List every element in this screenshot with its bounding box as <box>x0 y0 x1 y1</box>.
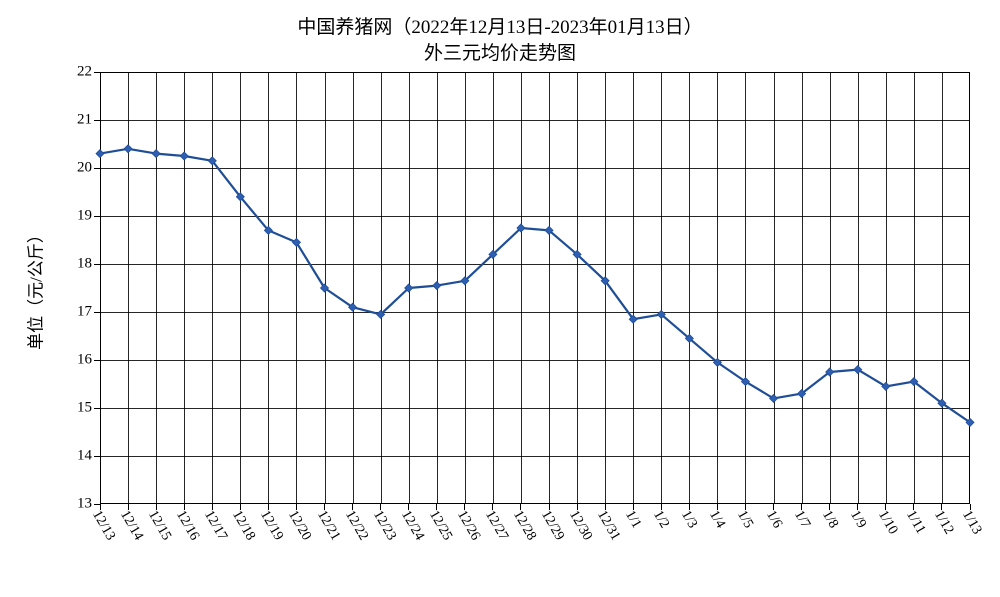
y-tick-label: 21 <box>77 112 100 129</box>
y-tick-label: 18 <box>77 256 100 273</box>
x-tick-label: 1/9 <box>846 508 869 531</box>
x-tick-label: 1/2 <box>649 508 672 531</box>
y-tick-label: 14 <box>77 448 100 465</box>
x-tick-label: 1/1 <box>621 508 644 531</box>
y-tick-label: 17 <box>77 304 100 321</box>
x-tick-label: 1/4 <box>706 508 729 531</box>
x-tick-label: 12/24 <box>397 508 427 544</box>
x-tick-label: 1/10 <box>874 508 900 538</box>
x-tick-label: 1/8 <box>818 508 841 531</box>
x-tick-label: 12/23 <box>369 508 399 544</box>
x-tick-label: 12/27 <box>481 508 511 544</box>
x-tick-label: 12/26 <box>453 508 483 544</box>
x-tick-label: 1/7 <box>790 508 813 531</box>
y-tick-label: 19 <box>77 208 100 225</box>
y-tick-label: 22 <box>77 64 100 81</box>
x-tick-label: 1/13 <box>958 508 984 538</box>
x-tick-label: 12/20 <box>285 508 315 544</box>
y-tick-label: 15 <box>77 400 100 417</box>
data-marker <box>124 145 132 153</box>
data-marker <box>152 150 160 158</box>
x-tick-label: 1/12 <box>930 508 956 538</box>
x-tick-label: 12/14 <box>116 508 146 544</box>
chart-title-line1: 中国养猪网（2022年12月13日-2023年01月13日） <box>0 12 1000 39</box>
x-tick-label: 12/25 <box>425 508 455 544</box>
x-tick-label: 12/15 <box>144 508 174 544</box>
data-marker <box>433 282 441 290</box>
x-tick-label: 12/31 <box>593 508 623 544</box>
y-tick-label: 16 <box>77 352 100 369</box>
x-tick-label: 1/11 <box>902 508 928 537</box>
y-tick-label: 20 <box>77 160 100 177</box>
chart-container: 中国养猪网（2022年12月13日-2023年01月13日） 外三元均价走势图 … <box>0 0 1000 597</box>
chart-title-line2: 外三元均价走势图 <box>0 38 1000 65</box>
data-marker <box>96 150 104 158</box>
x-tick-label: 12/21 <box>313 508 343 544</box>
x-tick-label: 12/29 <box>537 508 567 544</box>
y-axis-title: 单位（元/公斤） <box>22 226 47 350</box>
x-tick-label: 12/28 <box>509 508 539 544</box>
series-svg <box>100 72 970 504</box>
plot-area: 1314151617181920212212/1312/1412/1512/16… <box>100 72 970 504</box>
data-marker <box>180 152 188 160</box>
x-tick-label: 1/5 <box>734 508 757 531</box>
x-tick-label: 12/19 <box>257 508 287 544</box>
x-tick-label: 1/3 <box>677 508 700 531</box>
price-line <box>100 149 970 423</box>
x-tick-label: 12/16 <box>172 508 202 544</box>
x-tick-label: 12/30 <box>565 508 595 544</box>
x-tick-label: 12/18 <box>228 508 258 544</box>
x-tick-label: 12/17 <box>200 508 230 544</box>
x-tick-label: 12/22 <box>341 508 371 544</box>
x-tick-label: 1/6 <box>762 508 785 531</box>
x-tick-label: 12/13 <box>88 508 118 544</box>
